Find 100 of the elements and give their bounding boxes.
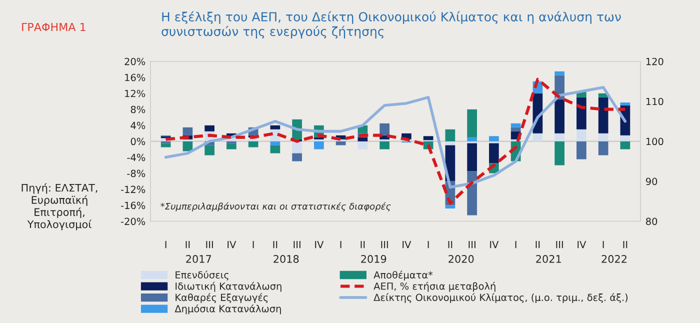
bar bbox=[598, 133, 608, 142]
text: Πηγή: ΕΛΣΤΑΤ, Ευρωπαϊκή Επιτροπή, Υπολογισμοί bbox=[22, 183, 98, 230]
text: 2018 bbox=[274, 255, 299, 263]
x-tick-label: IV bbox=[578, 241, 586, 248]
bar bbox=[226, 143, 236, 150]
bar bbox=[445, 205, 456, 208]
bar bbox=[467, 171, 477, 216]
bar bbox=[598, 141, 608, 156]
bar bbox=[620, 102, 630, 106]
bar bbox=[292, 153, 302, 162]
x-tick-label: III bbox=[468, 241, 476, 248]
bar bbox=[576, 97, 586, 130]
bar bbox=[554, 141, 564, 166]
y-tick-label: -8% bbox=[127, 170, 146, 178]
text: 2022 bbox=[602, 255, 626, 263]
x-tick-label: III bbox=[556, 241, 563, 248]
bar bbox=[467, 137, 477, 142]
text: 2019 bbox=[361, 255, 386, 263]
bar bbox=[445, 129, 456, 142]
bar bbox=[358, 141, 368, 150]
y-tick-label: -20% bbox=[121, 218, 146, 226]
annotation: *Συμπεριλαμβάνονται και οι στατιστικές διαφορές bbox=[160, 202, 391, 212]
text: 2021 bbox=[536, 255, 561, 263]
bar bbox=[182, 141, 193, 152]
y-tick-label: 20% bbox=[124, 58, 146, 66]
y2-tick-label: 110 bbox=[646, 98, 664, 106]
bar bbox=[598, 97, 608, 134]
legend-label: Καθαρές Εξαγωγές bbox=[176, 293, 268, 303]
x-tick-label: III bbox=[294, 241, 300, 248]
y2-tick-label: 120 bbox=[646, 58, 664, 66]
y-tick-label: -16% bbox=[121, 202, 146, 210]
bar bbox=[576, 141, 586, 160]
bar bbox=[510, 123, 521, 128]
x-tick-label: I bbox=[515, 241, 516, 248]
x-tick-label: I bbox=[165, 241, 166, 248]
bar bbox=[554, 133, 564, 142]
legend-label: ΑΕΠ, % ετήσια μεταβολή bbox=[374, 282, 496, 292]
text: 2017 bbox=[186, 255, 211, 263]
x-tick-label: I bbox=[602, 241, 604, 248]
bar bbox=[423, 136, 434, 140]
y-tick-label: -4% bbox=[127, 154, 146, 162]
x-tick-label: II bbox=[273, 241, 278, 248]
bar bbox=[204, 145, 214, 156]
text: ΓΡΑΦΗΜΑ 1 bbox=[22, 22, 86, 32]
x-tick-label: IV bbox=[490, 241, 499, 248]
bar bbox=[314, 141, 324, 150]
x-tick-label: I bbox=[340, 241, 342, 248]
bar bbox=[467, 109, 477, 138]
bar bbox=[358, 137, 368, 142]
y-tick-label: 0% bbox=[130, 138, 146, 146]
bar bbox=[160, 143, 171, 148]
x-tick-label: IV bbox=[228, 241, 236, 248]
bar bbox=[336, 141, 346, 146]
bar bbox=[270, 145, 280, 154]
y-tick-label: 4% bbox=[130, 122, 146, 130]
y2-tick-label: 80 bbox=[646, 218, 658, 226]
bar bbox=[467, 143, 477, 172]
x-tick-label: III bbox=[206, 241, 213, 248]
bar bbox=[576, 129, 586, 142]
bar bbox=[248, 141, 258, 148]
bar bbox=[554, 71, 564, 76]
bar bbox=[532, 133, 543, 142]
legend-label: Ιδιωτική Κατανάλωση bbox=[176, 282, 282, 292]
x-tick-label: II bbox=[186, 241, 190, 248]
bar bbox=[270, 141, 280, 146]
chart-title: Η εξέλιξη του ΑΕΠ, του Δείκτη Οικονομικού Κλίματος και η ανάλυση των συνιστωσών της ενεργούς ζήτησης bbox=[162, 11, 621, 39]
y-tick-label: 16% bbox=[125, 74, 146, 82]
x-tick-label: I bbox=[428, 241, 429, 248]
y2-tick-label: 90 bbox=[646, 178, 658, 186]
x-tick-label: II bbox=[360, 241, 365, 248]
bar bbox=[204, 125, 214, 132]
y-tick-label: -12% bbox=[121, 186, 146, 194]
legend-label: Αποθέματα* bbox=[374, 270, 433, 280]
bar bbox=[292, 141, 302, 154]
bar bbox=[620, 135, 630, 142]
y2-tick-label: 100 bbox=[646, 138, 664, 146]
bar bbox=[380, 141, 390, 150]
bar bbox=[489, 143, 499, 164]
x-tick-label: IV bbox=[315, 241, 324, 248]
bar bbox=[489, 136, 499, 142]
bar bbox=[380, 123, 390, 136]
bar bbox=[620, 141, 630, 150]
legend-label: Επενδύσεις bbox=[176, 270, 228, 280]
bar bbox=[445, 141, 456, 146]
x-tick-label: I bbox=[252, 241, 254, 248]
text: 2020 bbox=[448, 255, 474, 263]
line-series bbox=[164, 86, 627, 189]
legend-label: Δημόσια Κατανάλωση bbox=[174, 304, 281, 314]
y-tick-label: 12% bbox=[125, 90, 146, 98]
x-tick-label: IV bbox=[402, 241, 412, 248]
bar bbox=[510, 127, 521, 132]
x-tick-label: II bbox=[448, 241, 452, 248]
x-tick-label: II bbox=[623, 241, 628, 248]
legend-label: Δείκτης Οικονομικού Κλίματος, (μ.ο. τριμ., δεξ. άξ.) bbox=[374, 293, 628, 303]
bar bbox=[182, 127, 193, 136]
y-tick-label: 8% bbox=[130, 106, 146, 114]
x-tick-label: II bbox=[536, 241, 540, 248]
bar bbox=[554, 99, 564, 134]
x-tick-label: III bbox=[381, 241, 388, 248]
bar bbox=[270, 125, 280, 130]
